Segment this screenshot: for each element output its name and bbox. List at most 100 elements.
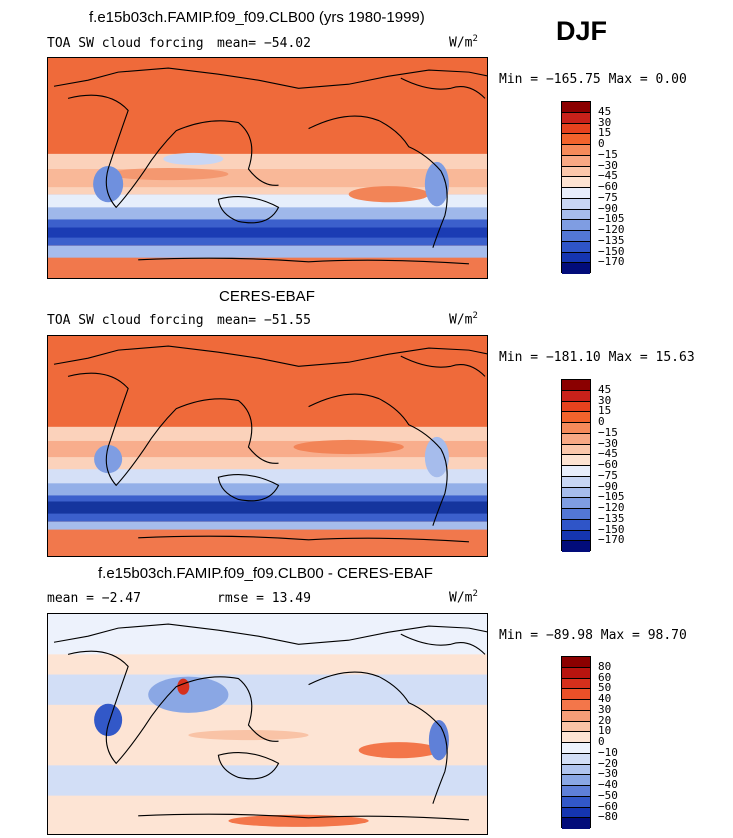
colorbar-tick-label: 45	[598, 104, 612, 118]
colorbar-swatch	[562, 209, 590, 221]
panel3-mean: mean = −2.47	[47, 591, 141, 606]
colorbar-tick-label: −15	[598, 147, 618, 161]
colorbar-swatch	[562, 764, 590, 776]
colorbar-swatch	[562, 155, 590, 167]
colorbar-swatch	[562, 423, 590, 434]
colorbar-tick-label: −105	[598, 212, 625, 226]
colorbar-swatch	[562, 177, 590, 188]
colorbar-swatch	[562, 433, 590, 445]
panel1-colorbar	[561, 101, 591, 274]
colorbar-swatch	[562, 657, 590, 668]
colorbar-swatch	[562, 102, 590, 113]
colorbar-tick-label: −45	[598, 169, 618, 183]
panel3-title: f.e15b03ch.FAMIP.f09_f09.CLB00 - CERES-E…	[98, 565, 433, 582]
colorbar-swatch	[562, 188, 590, 199]
colorbar-swatch	[562, 112, 590, 124]
panel3-colorbar	[561, 656, 591, 829]
colorbar-tick-label: 30	[598, 393, 612, 407]
colorbar-tick-label: 30	[598, 115, 612, 129]
panel2-variable: TOA SW cloud forcing	[47, 313, 204, 328]
colorbar-tick-label: −30	[598, 158, 618, 172]
colorbar-tick-label: 0	[598, 137, 605, 150]
colorbar-swatch	[562, 380, 590, 391]
colorbar-tick-label: −105	[598, 490, 625, 504]
panel3-minmax: Min = −89.98 Max = 98.70	[499, 628, 687, 643]
colorbar-swatch	[562, 455, 590, 466]
colorbar-swatch	[562, 700, 590, 711]
colorbar-tick-label: 40	[598, 692, 612, 705]
colorbar-tick-label: −90	[598, 201, 618, 215]
colorbar-swatch	[562, 786, 590, 797]
colorbar-swatch	[562, 241, 590, 253]
colorbar-tick-label: −75	[598, 468, 618, 482]
colorbar-tick-label: 60	[598, 670, 612, 684]
panel1-variable: TOA SW cloud forcing	[47, 36, 204, 51]
colorbar-tick-label: 45	[598, 382, 612, 396]
panel1-map-plot	[48, 58, 487, 278]
colorbar-tick-label: −120	[598, 223, 625, 236]
colorbar-tick-label: 50	[598, 681, 612, 695]
colorbar-tick-label: −10	[598, 745, 618, 759]
colorbar-tick-label: −45	[598, 447, 618, 461]
colorbar-swatch	[562, 166, 590, 178]
colorbar-tick-label: −150	[598, 244, 625, 258]
panel2-units: W/m2	[449, 311, 478, 328]
colorbar-swatch	[562, 667, 590, 679]
colorbar-tick-label: 20	[598, 713, 612, 727]
colorbar-tick-label: −30	[598, 436, 618, 450]
colorbar-swatch	[562, 530, 590, 542]
panel3-units: W/m2	[449, 589, 478, 606]
colorbar-swatch	[562, 466, 590, 477]
panel2-mean: mean= −51.55	[217, 313, 311, 328]
colorbar-tick-label: 15	[598, 404, 612, 418]
colorbar-tick-label: −135	[598, 233, 625, 247]
colorbar-swatch	[562, 401, 590, 413]
colorbar-tick-label: 15	[598, 126, 612, 140]
colorbar-swatch	[562, 231, 590, 242]
colorbar-tick-label: −135	[598, 511, 625, 525]
colorbar-tick-label: 80	[598, 659, 612, 673]
colorbar-swatch	[562, 145, 590, 156]
colorbar-swatch	[562, 123, 590, 135]
colorbar-tick-label: −170	[598, 533, 625, 547]
season-label: DJF	[556, 16, 608, 46]
colorbar-tick-label: −75	[598, 190, 618, 204]
colorbar-tick-label: −170	[598, 255, 625, 269]
colorbar-swatch	[562, 252, 590, 264]
colorbar-tick-label: −90	[598, 479, 618, 493]
colorbar-swatch	[562, 710, 590, 722]
colorbar-tick-label: 0	[598, 735, 605, 748]
colorbar-tick-label: −20	[598, 756, 618, 770]
colorbar-swatch	[562, 198, 590, 210]
colorbar-swatch	[562, 476, 590, 488]
colorbar-swatch	[562, 444, 590, 456]
colorbar-swatch	[562, 796, 590, 808]
colorbar-swatch	[562, 753, 590, 765]
panel2-colorbar	[561, 379, 591, 552]
colorbar-tick-label: −15	[598, 425, 618, 439]
colorbar-tick-label: −50	[598, 788, 618, 802]
panel3-map-plot	[48, 614, 487, 834]
panel3-map	[47, 613, 488, 835]
panel2-minmax: Min = −181.10 Max = 15.63	[499, 350, 695, 365]
colorbar-swatch	[562, 412, 590, 423]
colorbar-tick-label: 10	[598, 724, 612, 738]
colorbar-swatch	[562, 487, 590, 499]
colorbar-tick-label: −30	[598, 767, 618, 781]
colorbar-tick-label: −40	[598, 778, 618, 791]
colorbar-swatch	[562, 263, 590, 274]
panel1-units: W/m2	[449, 34, 478, 51]
colorbar-tick-label: 0	[598, 415, 605, 428]
colorbar-tick-label: −60	[598, 180, 618, 193]
colorbar-swatch	[562, 678, 590, 690]
colorbar-swatch	[562, 519, 590, 531]
colorbar-swatch	[562, 732, 590, 743]
colorbar-swatch	[562, 509, 590, 520]
panel3-rmse: rmse = 13.49	[217, 591, 311, 606]
colorbar-tick-label: −120	[598, 501, 625, 514]
colorbar-tick-label: −150	[598, 522, 625, 536]
colorbar-tick-label: −60	[598, 799, 618, 813]
colorbar-swatch	[562, 775, 590, 786]
colorbar-swatch	[562, 689, 590, 700]
colorbar-tick-label: −60	[598, 458, 618, 471]
